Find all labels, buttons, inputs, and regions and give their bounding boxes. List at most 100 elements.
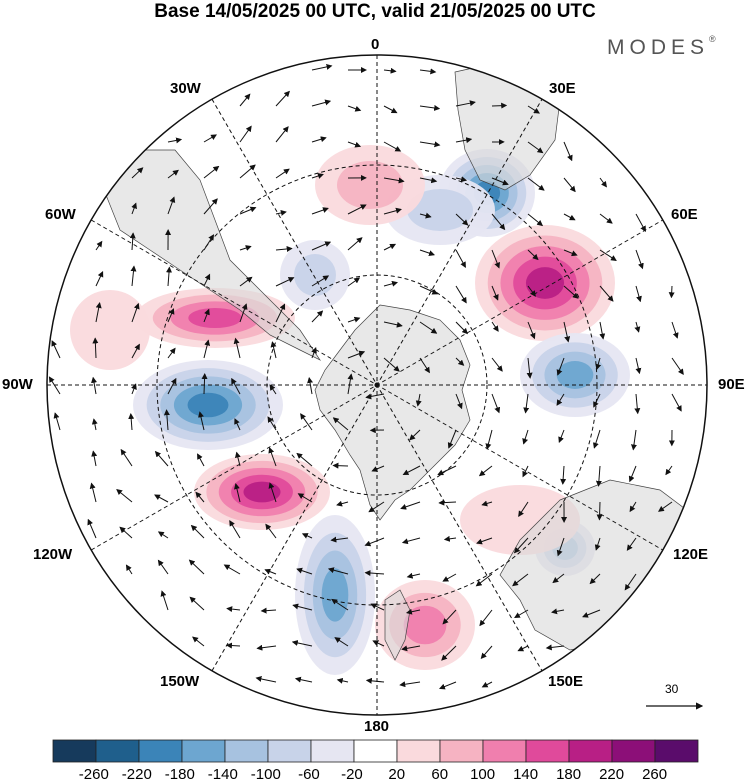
wind-vector <box>131 343 140 359</box>
colorbar-tick-label: 220 <box>599 766 625 783</box>
colorbar-tick-label: 100 <box>470 766 496 783</box>
wind-vector <box>267 416 277 431</box>
colorbar-swatch <box>181 739 226 763</box>
wind-vector <box>364 570 385 577</box>
wind-vector <box>203 234 215 251</box>
wind-vector <box>405 608 421 615</box>
colorbar-tick-label: 180 <box>556 766 582 783</box>
wind-vector <box>239 164 256 179</box>
wind-vector <box>166 266 173 287</box>
wind-vector <box>275 245 293 252</box>
wind-vector <box>563 321 571 343</box>
lon-label-0: 0 <box>371 36 380 53</box>
wind-vector <box>239 276 253 287</box>
wind-vector <box>634 321 641 333</box>
lon-label-30e: 30E <box>549 80 576 97</box>
wind-vector <box>275 303 286 323</box>
colorbar-swatch <box>439 739 484 763</box>
lon-label-120w: 120W <box>33 546 73 563</box>
wind-vector <box>291 640 313 647</box>
wind-vector <box>658 501 673 512</box>
wind-vector <box>455 249 466 268</box>
wind-vector <box>491 285 499 301</box>
colorbar-tick-label: 60 <box>431 766 449 783</box>
wind-vector <box>400 501 421 510</box>
anomaly-contour <box>407 189 473 231</box>
wind-vector <box>311 310 324 323</box>
antarctica-landmass <box>314 304 471 521</box>
wind-vector <box>91 376 97 395</box>
wind-vector <box>89 482 97 503</box>
wind-vector <box>491 321 499 332</box>
vector-scale-label: 30 <box>665 682 679 696</box>
colorbar-tick-label: -220 <box>121 766 152 783</box>
wind-vector <box>419 249 435 257</box>
wind-vector <box>563 285 579 299</box>
wind-vector <box>129 232 136 251</box>
lon-label-90w: 90W <box>2 376 33 393</box>
wind-vector <box>527 213 544 227</box>
wind-vector <box>596 501 603 521</box>
lon-label-120e: 120E <box>673 546 709 563</box>
wind-vector <box>190 524 205 539</box>
wind-vector <box>92 337 99 359</box>
wind-vector <box>383 280 399 287</box>
wind-vector <box>311 347 317 359</box>
wind-vector <box>48 376 61 395</box>
wind-vector <box>491 177 509 186</box>
wind-vector <box>527 141 544 154</box>
wind-vector <box>438 499 457 506</box>
wind-vector <box>383 357 400 372</box>
wind-vector <box>234 451 241 467</box>
wind-vector <box>203 165 220 179</box>
wind-vector <box>526 357 533 379</box>
wind-vector <box>197 453 205 467</box>
colorbar-swatch <box>396 739 441 763</box>
wind-vector <box>527 105 540 114</box>
wind-vector <box>629 501 637 513</box>
wind-vector <box>476 537 493 545</box>
wind-vector <box>231 377 241 395</box>
wind-vector <box>256 644 277 651</box>
wind-vector <box>160 590 169 611</box>
lon-label-180: 180 <box>364 718 390 735</box>
wind-vector <box>455 176 468 183</box>
wind-vector <box>593 393 601 408</box>
wind-vector <box>671 393 682 412</box>
wind-vector <box>347 373 354 395</box>
wind-vector <box>203 273 211 287</box>
wind-vector <box>347 316 361 323</box>
wind-vector <box>188 559 205 575</box>
anomaly-contour <box>188 308 242 328</box>
lon-label-90e: 90E <box>718 376 745 393</box>
map-title: Base 14/05/2025 00 UTC, valid 21/05/2025… <box>154 1 596 22</box>
anomaly-centre <box>520 333 630 417</box>
anomaly-centre <box>315 145 425 225</box>
wind-vector <box>131 167 144 179</box>
wind-vector <box>383 141 402 152</box>
wind-vector <box>485 429 493 450</box>
wind-vector <box>551 608 565 615</box>
wind-vector <box>297 493 313 503</box>
wind-vector <box>275 126 289 143</box>
wind-vector <box>130 265 137 287</box>
wind-vector <box>634 393 641 415</box>
wind-vector <box>275 168 290 179</box>
wind-vector <box>628 465 637 483</box>
wind-vector <box>383 177 405 184</box>
colorbar-swatch <box>95 739 140 763</box>
wind-vector <box>522 465 529 478</box>
wind-vector <box>268 447 277 467</box>
wind-vector <box>163 409 170 431</box>
wind-vector <box>311 63 333 71</box>
wind-vector <box>347 105 362 112</box>
wind-vector <box>668 285 675 299</box>
wind-vector <box>167 196 176 215</box>
wind-vector <box>478 465 493 477</box>
wind-vector <box>234 418 241 431</box>
colorbar-tick-label: -20 <box>341 766 363 783</box>
wind-vector <box>203 339 211 359</box>
wind-vector <box>157 559 169 575</box>
wind-vector <box>300 413 313 431</box>
